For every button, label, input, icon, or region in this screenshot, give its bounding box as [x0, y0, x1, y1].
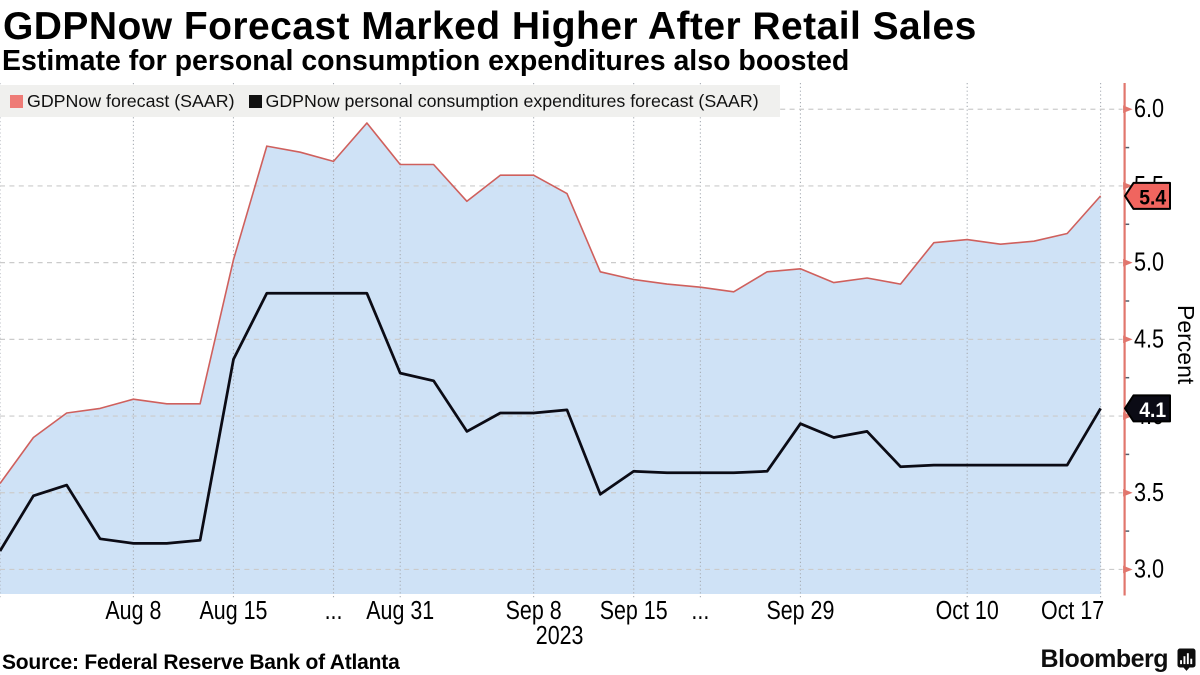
- legend-label-pce: GDPNow personal consumption expenditures…: [265, 90, 759, 111]
- bloomberg-icon: [1177, 648, 1196, 671]
- x-year-label: 2023: [536, 622, 584, 650]
- y-tick-arrow: [1123, 335, 1133, 344]
- x-tick-label: Aug 8: [105, 597, 161, 625]
- gdpnow-line: [0, 122, 1102, 484]
- x-tick-label: Sep 8: [506, 597, 562, 625]
- gdpnow-value-tag: [1124, 181, 1171, 210]
- pce-line: [0, 291, 1102, 552]
- legend-label-gdpnow: GDPNow forecast (SAAR): [27, 90, 235, 111]
- x-tick-label: ...: [325, 597, 343, 625]
- legend-swatch-gdpnow: [10, 94, 23, 108]
- y-tick-arrow: [1123, 412, 1133, 420]
- legend: GDPNow forecast (SAAR) GDPNow personal c…: [0, 85, 780, 117]
- x-tick-label: Sep 15: [600, 597, 668, 625]
- area-fill: [0, 123, 1101, 594]
- chart-title: GDPNow Forecast Marked Higher After Reta…: [3, 5, 977, 48]
- x-tick-label: Aug 15: [200, 597, 268, 625]
- y-tick-arrow: [1123, 105, 1133, 114]
- y-tick-label: 3.5: [1134, 479, 1164, 507]
- y-axis-title: Percent: [1173, 305, 1199, 385]
- gdpnow-value-label: 5.4: [1139, 185, 1166, 209]
- legend-swatch-pce: [248, 94, 262, 108]
- bloomberg-wordmark: Bloomberg: [1040, 645, 1169, 673]
- y-tick-label: 4.5: [1134, 325, 1164, 353]
- x-tick-label: Sep 29: [766, 597, 834, 625]
- pce-value-label: 4.1: [1139, 398, 1166, 422]
- y-tick-label: 6.0: [1134, 95, 1164, 123]
- y-tick-arrow: [1123, 488, 1133, 497]
- y-tick-arrow: [1123, 182, 1133, 190]
- source-attribution: Source: Federal Reserve Bank of Atlanta: [2, 651, 400, 674]
- y-tick-label: 3.0: [1134, 555, 1164, 583]
- x-tick-label: Oct 17: [1041, 597, 1104, 625]
- y-tick-arrow: [1123, 565, 1133, 574]
- legend-item-gdpnow: GDPNow forecast (SAAR): [10, 91, 235, 112]
- legend-item-pce: GDPNow personal consumption expenditures…: [248, 90, 759, 112]
- x-tick-label: Aug 31: [366, 597, 434, 625]
- chart-subtitle: Estimate for personal consumption expend…: [2, 45, 850, 77]
- y-tick-arrow: [1123, 258, 1133, 267]
- pce-value-tag: [1124, 394, 1171, 423]
- y-tick-label: 5.0: [1134, 249, 1164, 277]
- x-tick-label: Oct 10: [936, 597, 999, 625]
- bloomberg-logo: Bloomberg: [1041, 645, 1196, 674]
- x-tick-label: ...: [691, 597, 709, 625]
